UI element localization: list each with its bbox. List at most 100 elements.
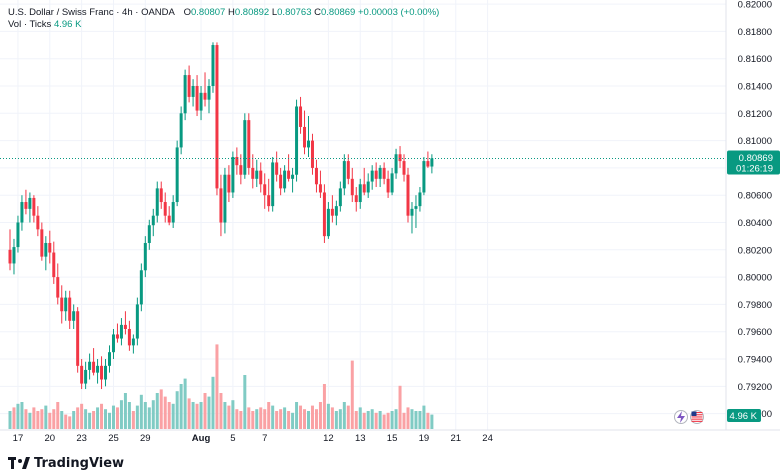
volume-bar xyxy=(426,412,430,429)
candle-body xyxy=(24,202,28,209)
volume-bar xyxy=(167,402,171,429)
candle xyxy=(330,195,334,223)
candle xyxy=(115,323,119,343)
candle-body xyxy=(322,192,326,237)
close-value: 0.80869 xyxy=(321,7,356,18)
candle-body xyxy=(259,170,263,185)
candle xyxy=(350,167,354,203)
candle-body xyxy=(406,174,410,216)
volume-bar xyxy=(322,384,326,429)
candle xyxy=(362,167,366,196)
volume-bar xyxy=(195,403,199,429)
time-tick-label: 25 xyxy=(108,433,119,444)
volume-bar xyxy=(219,393,223,429)
candle xyxy=(267,178,271,212)
candle-body xyxy=(119,324,123,339)
candle-body xyxy=(88,361,92,370)
volume-bar xyxy=(60,411,64,429)
us-flag-stripe xyxy=(691,412,703,414)
candle xyxy=(195,75,199,117)
candle xyxy=(147,219,151,250)
candle-body xyxy=(207,86,211,100)
volume-bar xyxy=(171,403,175,429)
volume-bar xyxy=(251,411,255,429)
candle xyxy=(100,356,104,390)
candle-body xyxy=(115,334,119,339)
time-axis-labels: 17 20 23 25 29 Aug 5 7 12 13 15 19 21 24 xyxy=(13,433,493,444)
candle-body xyxy=(354,195,358,203)
candle-body xyxy=(16,222,20,248)
volume-bar xyxy=(16,403,20,429)
candle xyxy=(111,328,115,360)
volume-bar xyxy=(175,391,179,429)
open-value: 0.80807 xyxy=(191,7,226,18)
candle xyxy=(108,345,111,373)
candle-body xyxy=(334,206,338,216)
candle-body xyxy=(271,162,275,207)
candle-body xyxy=(338,188,342,207)
price-tag-bg xyxy=(727,150,780,175)
volume-bar xyxy=(410,409,414,429)
candle xyxy=(159,181,163,209)
candle-body xyxy=(318,184,322,193)
volume-bar xyxy=(303,409,307,429)
candle-body xyxy=(159,188,163,203)
candle-body xyxy=(28,197,32,209)
candle xyxy=(310,133,314,175)
volume-series xyxy=(8,344,434,429)
time-tick-label: 7 xyxy=(262,433,267,444)
candle xyxy=(72,304,76,329)
interval[interactable]: 4h xyxy=(122,7,133,18)
candle xyxy=(36,206,40,237)
volume-bar xyxy=(354,411,358,429)
change-value: +0.00003 (+0.00%) xyxy=(357,7,440,18)
candle-body xyxy=(76,311,80,366)
price-tick-label: 0.79200 xyxy=(738,382,772,393)
volume-bar xyxy=(147,407,151,429)
volume-bar xyxy=(223,402,227,429)
candle-body xyxy=(155,188,159,216)
volume-bar xyxy=(151,400,155,429)
candle-body xyxy=(60,297,64,312)
candle xyxy=(338,181,342,212)
low-value: 0.80763 xyxy=(277,7,312,18)
symbol-name[interactable]: U.S. Dollar / Swiss Franc xyxy=(8,7,114,18)
candle xyxy=(76,307,80,373)
candle-body xyxy=(239,165,243,175)
volume-bar xyxy=(307,411,310,429)
price-tick-label: 0.79800 xyxy=(738,300,772,311)
candle xyxy=(239,154,243,185)
candle-body xyxy=(199,92,203,111)
candle xyxy=(322,184,326,243)
volume-bar xyxy=(179,384,183,429)
volume-bar xyxy=(56,402,60,429)
tradingview-logo[interactable]: TradingView xyxy=(8,456,124,471)
volume-bar xyxy=(366,411,370,429)
candle xyxy=(143,236,147,278)
close-label: C xyxy=(314,7,321,18)
us-flag-icon[interactable] xyxy=(690,410,704,424)
flash-icon[interactable] xyxy=(674,410,688,424)
volume-bar xyxy=(314,409,318,429)
candle xyxy=(418,187,422,212)
price-tick-label: 0.80000 xyxy=(738,273,772,284)
candle-body xyxy=(96,365,100,373)
candle xyxy=(88,353,92,380)
volume-bar xyxy=(255,409,259,429)
volume-bar xyxy=(299,405,303,429)
flash-icon-bolt xyxy=(677,411,685,423)
candle xyxy=(40,222,44,261)
candle-body xyxy=(40,229,44,257)
candle xyxy=(299,96,303,134)
candle-body xyxy=(342,161,346,189)
price-tick-label: 0.80400 xyxy=(738,218,772,229)
volume-bar xyxy=(342,402,346,429)
price-tick-label: 0.81400 xyxy=(738,82,772,93)
candle-body xyxy=(108,352,111,366)
candle xyxy=(48,230,52,264)
candle xyxy=(171,195,175,228)
volume-bar xyxy=(259,407,263,429)
volume-label[interactable]: Vol · Ticks xyxy=(8,19,52,30)
